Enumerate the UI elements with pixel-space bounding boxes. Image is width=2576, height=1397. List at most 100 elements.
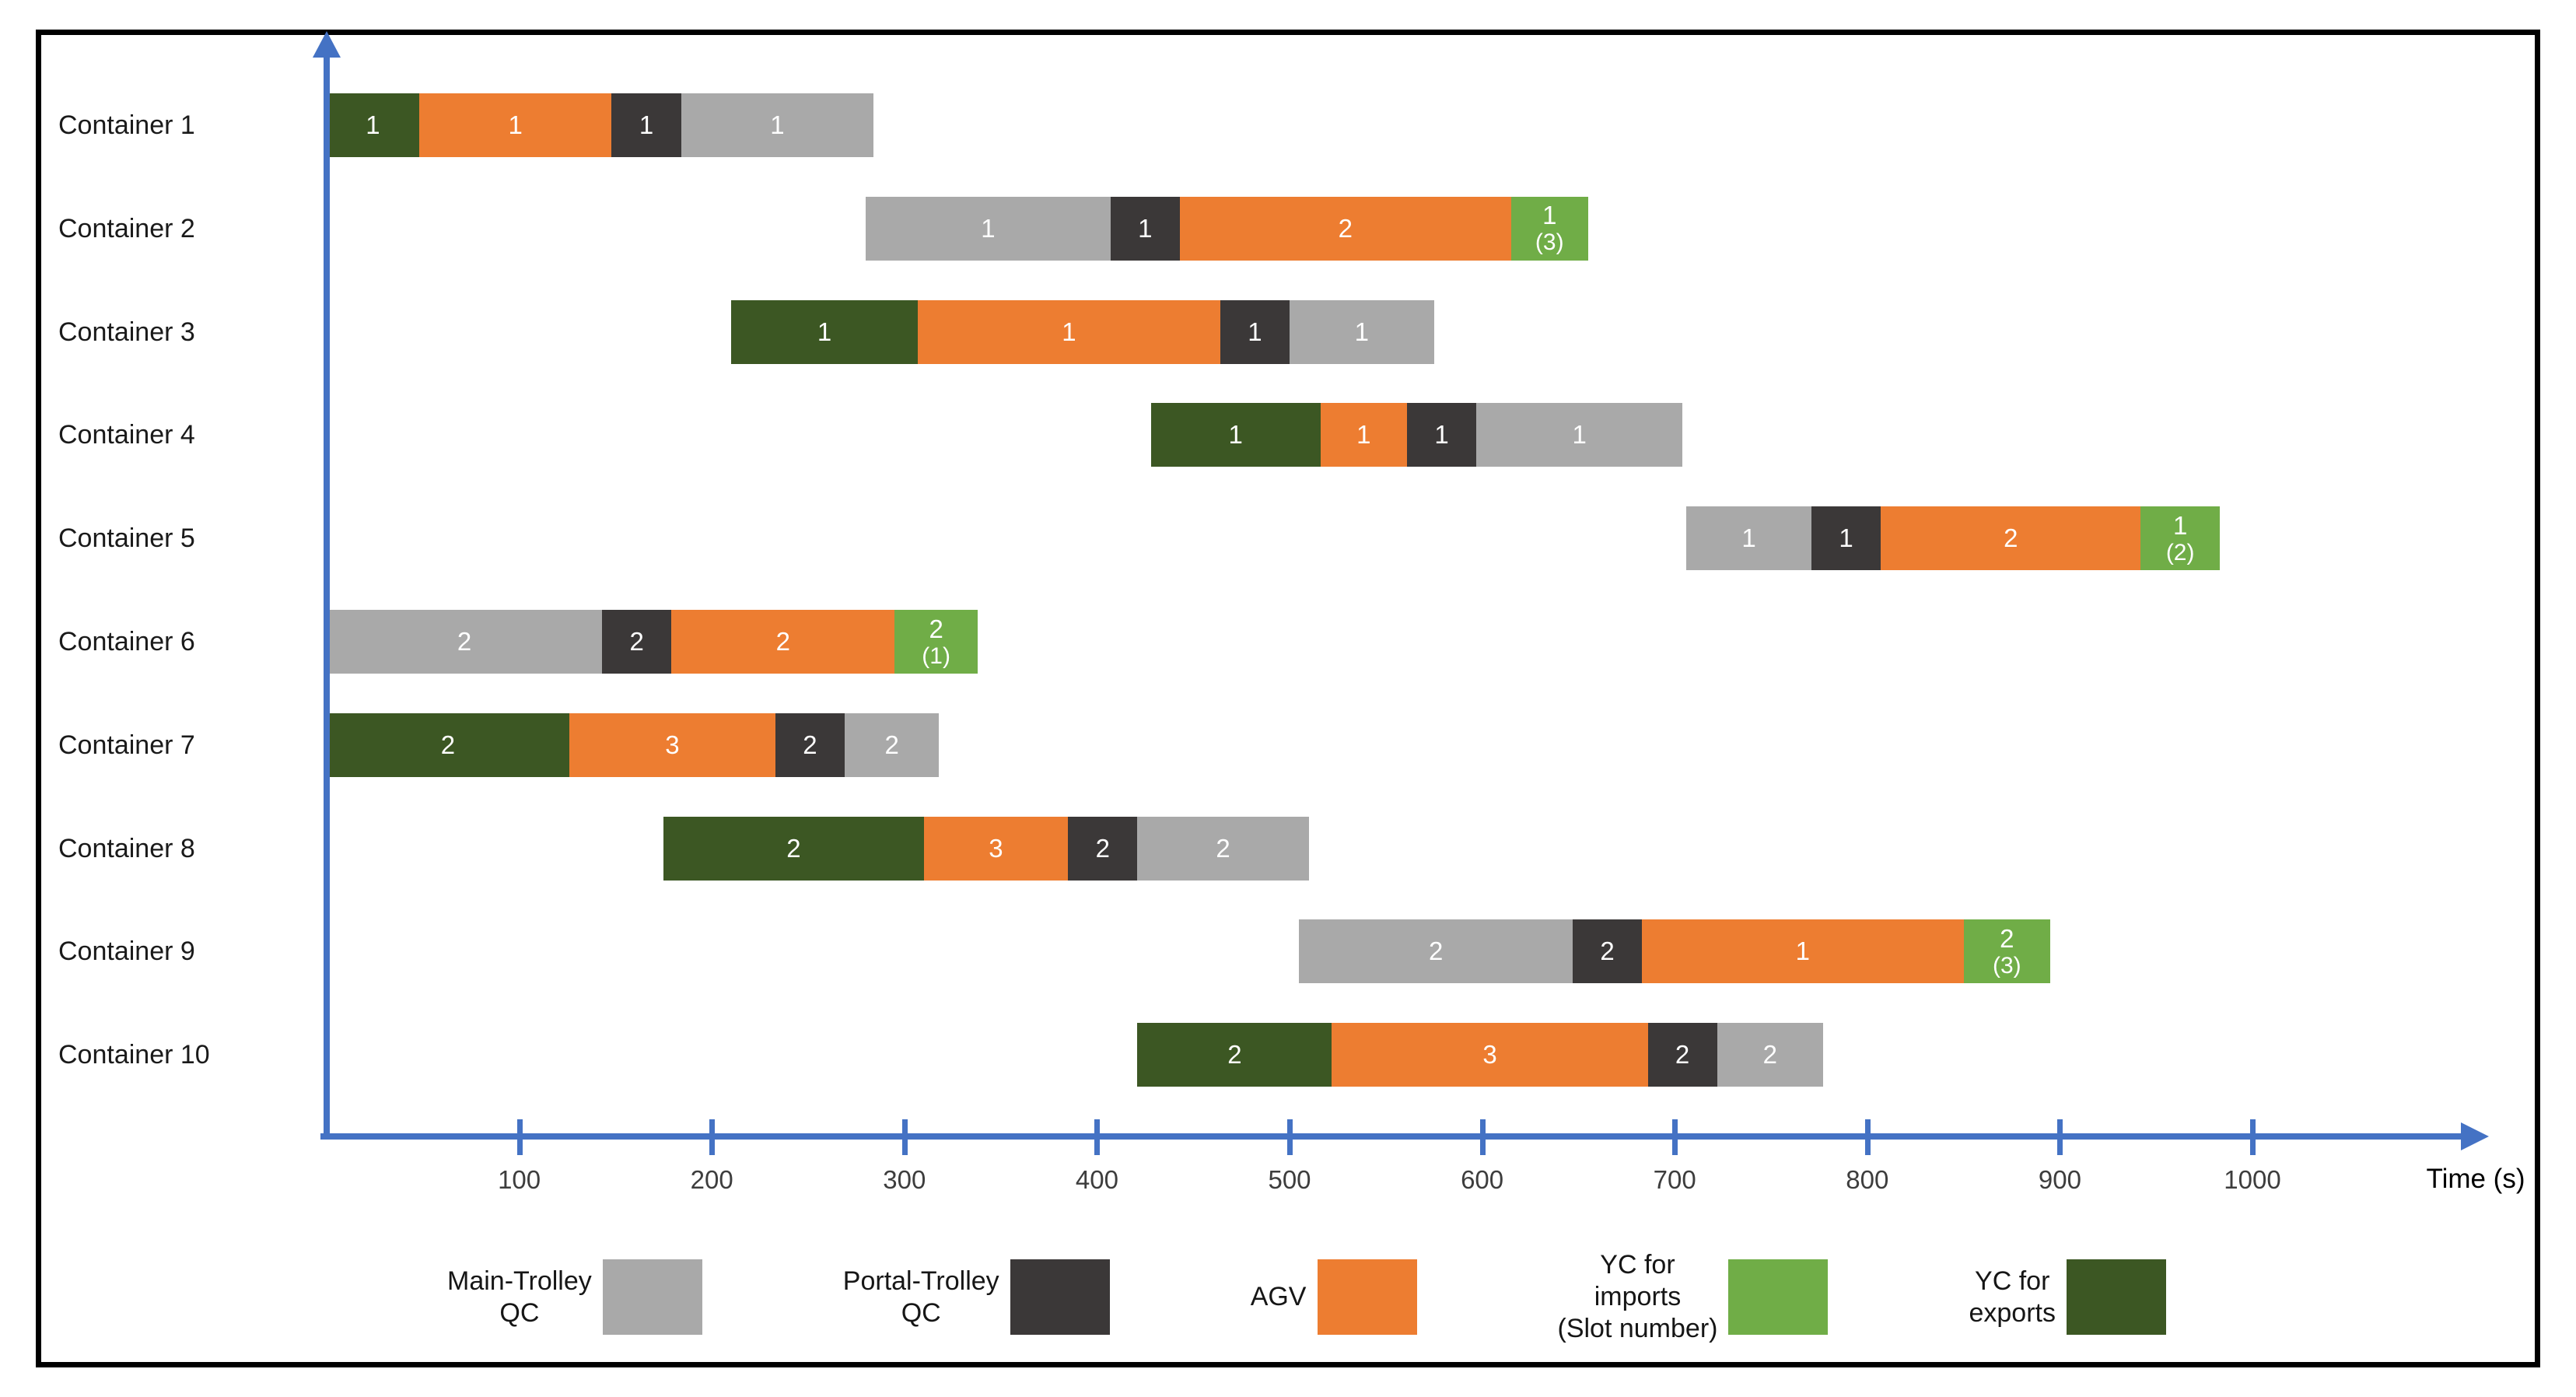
legend: Main-Trolley QC Portal-Trolley QC AGV YC fo… (447, 1249, 2166, 1345)
row-label: Container 2 (58, 213, 195, 243)
segment-label: 1 (1434, 420, 1449, 450)
row-label: Container 8 (58, 833, 195, 863)
gantt-segment-main_trolley_qc: 1 (681, 93, 874, 157)
gantt-segment-yc_exports: 2 (327, 713, 569, 777)
segment-label: 2 (775, 627, 790, 656)
segment-label: 2 (2000, 923, 2014, 953)
gantt-segment-portal_trolley_qc: 2 (1647, 1023, 1717, 1087)
gantt-segment-yc_imports: 1 (2) (2140, 506, 2220, 571)
x-axis-tick-label: 300 (883, 1165, 926, 1194)
x-axis-tick (516, 1119, 523, 1155)
segment-label: 1 (1062, 317, 1076, 346)
segment-label: 1 (1542, 201, 1557, 230)
gantt-segment-portal_trolley_qc: 2 (602, 610, 672, 674)
segment-label: 1 (1741, 523, 1756, 553)
legend-swatch-portal_trolley_qc (1010, 1259, 1110, 1335)
x-axis-tick (1287, 1119, 1293, 1155)
legend-swatch-agv (1317, 1259, 1417, 1335)
gantt-segment-portal_trolley_qc: 1 (1110, 196, 1180, 261)
gantt-segment-yc_exports: 2 (1137, 1023, 1332, 1087)
x-axis-tick (1479, 1119, 1486, 1155)
x-axis-tick (1094, 1119, 1101, 1155)
segment-label: 2 (1227, 1040, 1242, 1070)
row-label: Container 7 (58, 730, 195, 760)
time-axis-label: Time (s) (2426, 1164, 2525, 1194)
segment-label: 2 (884, 730, 899, 759)
gantt-segment-agv: 1 (1320, 403, 1408, 467)
segment-label: 1 (1248, 317, 1262, 346)
gantt-segment-portal_trolley_qc: 2 (775, 713, 845, 777)
segment-label: 2 (457, 627, 472, 656)
y-axis-line (324, 54, 330, 1140)
legend-label: Portal-Trolley QC (842, 1266, 999, 1328)
row-label: Container 10 (58, 1040, 210, 1070)
row-label: Container 3 (58, 317, 195, 347)
gantt-segment-yc_imports: 1 (3) (1510, 196, 1588, 261)
segment-label: 1 (2172, 510, 2188, 540)
segment-label: 2 (440, 730, 456, 759)
segment-label: 2 (1675, 1040, 1690, 1070)
segment-label: 1 (981, 213, 996, 243)
row-label: Container 9 (58, 937, 195, 967)
segment-label: 1 (817, 317, 832, 346)
gantt-segment-main_trolley_qc: 1 (1476, 403, 1683, 467)
row-label: Container 1 (58, 110, 195, 140)
segment-slot-label: (3) (1992, 952, 2021, 979)
segment-label: 1 (1839, 523, 1853, 553)
figure-frame (36, 30, 2540, 1367)
legend-swatch-yc_exports (2066, 1259, 2166, 1335)
x-axis-tick (2250, 1119, 2256, 1155)
x-axis-tick (2057, 1119, 2063, 1155)
legend-label: YC for imports (Slot number) (1557, 1250, 1718, 1343)
segment-label: 1 (1354, 317, 1370, 346)
segment-label: 1 (770, 110, 785, 139)
x-axis-tick-label: 200 (690, 1165, 733, 1194)
segment-slot-label: (1) (922, 642, 950, 669)
gantt-segment-main_trolley_qc: 2 (1137, 816, 1309, 881)
legend-swatch-main_trolley_qc (602, 1259, 702, 1335)
gantt-segment-agv: 3 (1332, 1023, 1648, 1087)
segment-label: 2 (1428, 937, 1444, 966)
x-axis-tick-label: 900 (2038, 1165, 2081, 1194)
gantt-segment-portal_trolley_qc: 1 (1811, 506, 1881, 571)
gantt-segment-main_trolley_qc: 1 (1686, 506, 1811, 571)
gantt-segment-main_trolley_qc: 1 (1290, 299, 1434, 364)
x-axis-tick-label: 600 (1461, 1165, 1504, 1194)
x-axis-line (320, 1133, 2467, 1140)
legend-item-yc_exports: YC for exports (1969, 1259, 2166, 1335)
x-axis-tick-label: 100 (498, 1165, 541, 1194)
segment-label: 2 (929, 614, 943, 643)
segment-label: 1 (508, 110, 523, 139)
legend-item-portal_trolley_qc: Portal-Trolley QC (843, 1259, 1110, 1335)
y-axis-arrow-icon (313, 31, 341, 58)
row-label: Container 6 (58, 627, 195, 656)
x-axis-tick-label: 1000 (2224, 1165, 2281, 1194)
gantt-segment-main_trolley_qc: 1 (866, 196, 1111, 261)
segment-slot-label: (2) (2165, 539, 2195, 565)
legend-label: AGV (1250, 1282, 1307, 1311)
gantt-segment-yc_exports: 1 (730, 299, 919, 364)
gantt-segment-main_trolley_qc: 2 (1299, 919, 1573, 984)
x-axis-tick (901, 1119, 908, 1155)
segment-label: 2 (1762, 1040, 1777, 1070)
gantt-segment-agv: 1 (918, 299, 1220, 364)
legend-label: Main-Trolley QC (447, 1266, 592, 1328)
x-axis-tick (1672, 1119, 1678, 1155)
segment-label: 1 (1572, 420, 1587, 450)
segment-label: 1 (639, 110, 654, 139)
segment-label: 2 (2004, 523, 2018, 553)
gantt-segment-yc_exports: 2 (663, 816, 924, 881)
legend-item-yc_imports: YC for imports (Slot number) (1558, 1249, 1829, 1345)
segment-label: 3 (989, 833, 1003, 863)
gantt-segment-portal_trolley_qc: 2 (1068, 816, 1138, 881)
x-axis-tick-label: 400 (1075, 1165, 1118, 1194)
segment-label: 3 (1482, 1040, 1497, 1070)
gantt-segment-main_trolley_qc: 2 (845, 713, 940, 777)
gantt-segment-portal_trolley_qc: 2 (1572, 919, 1643, 984)
gantt-segment-agv: 1 (1642, 919, 1964, 984)
gantt-segment-agv: 3 (569, 713, 775, 777)
segment-label: 2 (1095, 833, 1110, 863)
gantt-segment-agv: 2 (671, 610, 895, 674)
segment-label: 1 (366, 110, 380, 139)
